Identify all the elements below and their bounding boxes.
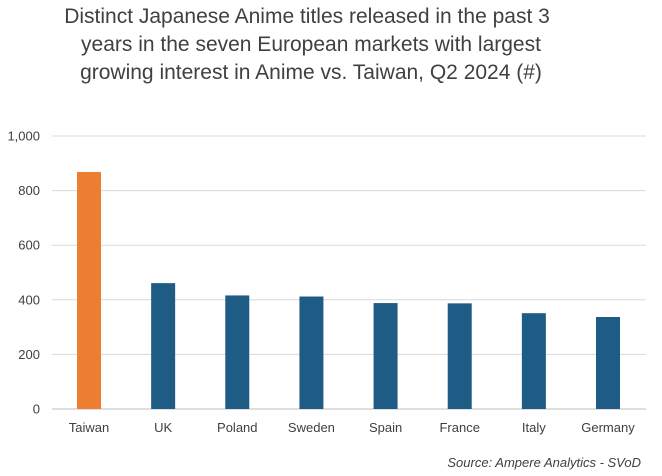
y-tick-label: 0 xyxy=(33,402,40,417)
category-label-germany: Germany xyxy=(581,420,635,435)
category-label-poland: Poland xyxy=(217,420,257,435)
y-tick-label: 400 xyxy=(18,292,40,307)
category-label-uk: UK xyxy=(154,420,172,435)
bars xyxy=(77,172,620,409)
bar-uk xyxy=(151,283,176,409)
category-label-taiwan: Taiwan xyxy=(69,420,109,435)
category-label-spain: Spain xyxy=(369,420,402,435)
chart-title-line-3: growing interest in Anime vs. Taiwan, Q2… xyxy=(80,61,542,84)
bar-france xyxy=(447,303,472,409)
y-tick-label: 200 xyxy=(18,347,40,362)
y-tick-label: 600 xyxy=(18,238,40,253)
y-tick-label: 800 xyxy=(18,183,40,198)
bar-germany xyxy=(596,316,620,409)
category-label-italy: Italy xyxy=(522,420,546,435)
y-axis-tick-labels: 0 200 400 600 800 1,000 xyxy=(7,129,40,417)
bar-poland xyxy=(225,295,250,409)
gridlines xyxy=(52,135,646,410)
chart-title-line-1: Distinct Japanese Anime titles released … xyxy=(64,5,550,28)
source-note: Source: Ampere Analytics - SVoD xyxy=(447,455,641,470)
bar-sweden xyxy=(299,296,324,409)
y-tick-label: 1,000 xyxy=(7,129,40,144)
chart-title: Distinct Japanese Anime titles released … xyxy=(64,5,550,84)
x-axis-category-labels: Taiwan UK Poland Sweden Spain France Italy Germ… xyxy=(69,420,635,435)
category-label-sweden: Sweden xyxy=(288,420,335,435)
chart-title-line-2: years in the seven European markets with… xyxy=(81,33,541,56)
bar-italy xyxy=(521,313,546,409)
category-label-france: France xyxy=(439,420,479,435)
bar-taiwan xyxy=(77,172,101,409)
bar-spain xyxy=(373,303,398,409)
